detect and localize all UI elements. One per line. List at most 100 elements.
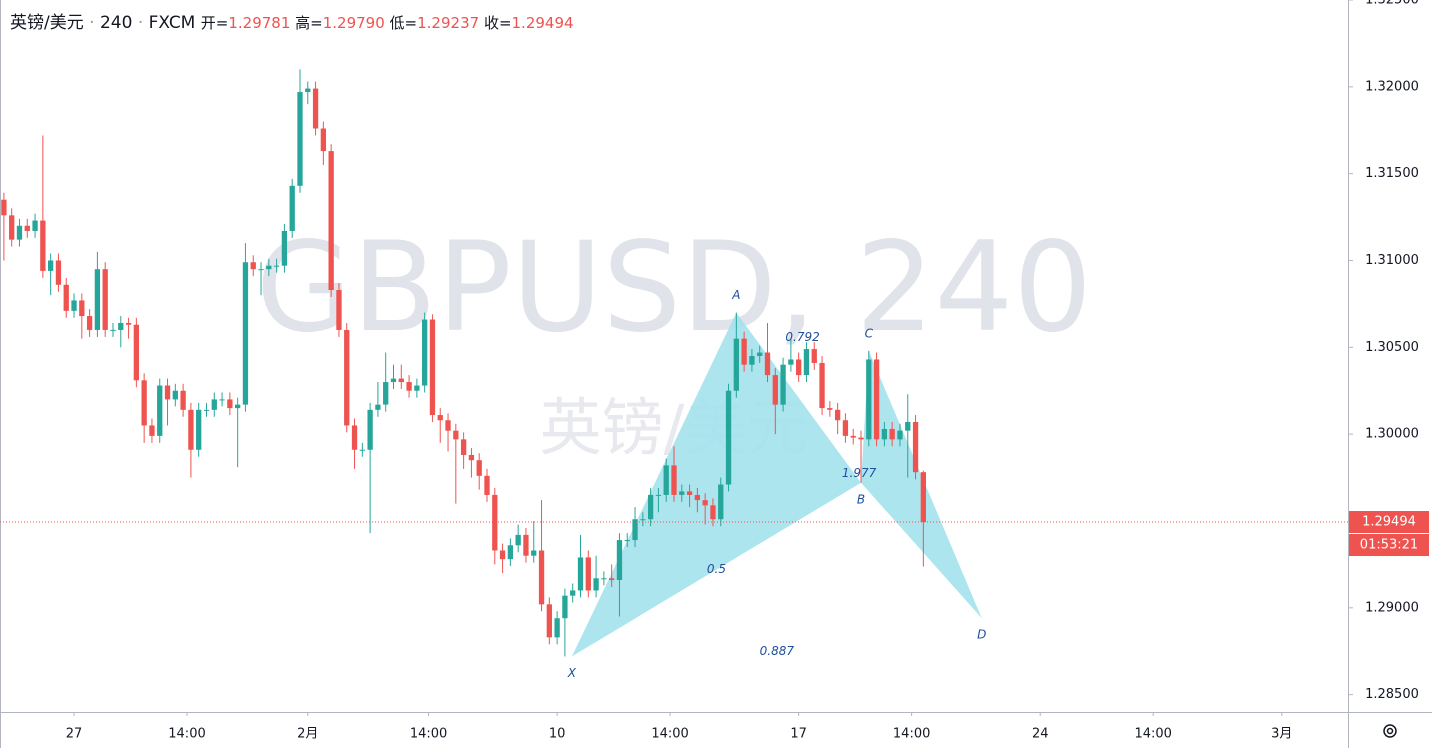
- y-tick-label: 1.32500: [1365, 0, 1419, 8]
- interval: 240: [99, 13, 133, 33]
- ohlc-value: 1.29237: [417, 14, 480, 32]
- candle-body: [164, 385, 171, 400]
- candle-body: [102, 269, 108, 330]
- candle-body: [655, 494, 662, 496]
- candle-body: [811, 349, 817, 363]
- candle-body: [188, 409, 194, 450]
- candle-body: [694, 494, 701, 501]
- candle-body: [764, 352, 771, 376]
- candle-body: [593, 578, 599, 591]
- y-tick-label: 1.30500: [1365, 340, 1419, 355]
- candle-body: [437, 415, 443, 421]
- candle-body: [367, 409, 373, 450]
- candle-body: [710, 505, 716, 520]
- candle-body: [32, 220, 38, 231]
- candle-body: [570, 590, 576, 596]
- candle-body: [312, 88, 319, 129]
- candle-body: [305, 88, 311, 93]
- ohlc-label: 开=: [200, 14, 229, 32]
- settings-icon[interactable]: [1383, 724, 1397, 738]
- candle-body: [850, 435, 856, 438]
- candle-body: [71, 300, 77, 311]
- candle-body: [110, 329, 116, 331]
- candle-body: [468, 454, 475, 461]
- candle-body: [912, 421, 919, 473]
- candle-body: [118, 323, 124, 330]
- candle-body: [320, 128, 327, 152]
- candle-body: [133, 324, 140, 381]
- candle-body: [390, 378, 397, 383]
- candle-body: [515, 534, 521, 546]
- pattern-label: A: [731, 288, 740, 302]
- candle-body: [235, 404, 241, 409]
- candle-body: [499, 550, 506, 560]
- candle-body: [803, 349, 810, 376]
- y-tick-label: 1.31000: [1365, 253, 1419, 268]
- candle-body: [546, 604, 552, 638]
- y-tick-label: 1.28500: [1365, 687, 1419, 702]
- candle-body: [273, 265, 280, 267]
- candle-body: [702, 500, 708, 506]
- candle-body: [624, 540, 630, 542]
- candle-body: [780, 364, 786, 405]
- candle-body: [250, 262, 256, 270]
- candle-body: [647, 494, 654, 520]
- candle-body: [788, 359, 794, 365]
- candle-body: [266, 265, 272, 270]
- candle-body: [16, 225, 23, 240]
- x-tick-label: 3月: [1271, 727, 1292, 742]
- candle-body: [1, 199, 7, 216]
- candle-body: [858, 437, 864, 440]
- candle-body: [733, 338, 739, 391]
- candle-body: [227, 399, 233, 409]
- pattern-label: C: [865, 326, 874, 340]
- pattern-label: 0.792: [785, 330, 819, 344]
- candle-body: [842, 420, 849, 436]
- ohlc-value: 1.29781: [228, 14, 291, 32]
- candle-body: [616, 540, 623, 581]
- candle-body: [881, 428, 888, 440]
- candle-body: [725, 390, 732, 485]
- y-tick-label: 1.31500: [1365, 166, 1419, 181]
- gear-hub: [1386, 727, 1394, 735]
- candle-body: [866, 359, 872, 440]
- candle-body: [344, 329, 350, 426]
- candle-body: [492, 494, 498, 551]
- candle-body: [460, 439, 467, 455]
- candle-body: [406, 382, 412, 391]
- y-tick-label: 1.32000: [1365, 79, 1419, 94]
- x-tick-label: 24: [1032, 727, 1049, 742]
- ohlc-label: 收=: [483, 14, 512, 32]
- candle-body: [55, 260, 62, 285]
- candle-body: [834, 409, 841, 421]
- candle-body: [219, 399, 225, 401]
- candle-body: [609, 578, 615, 581]
- pattern-label: 0.5: [707, 562, 726, 576]
- candle-body: [172, 390, 178, 400]
- candle-body: [47, 260, 54, 271]
- ohlc-label: 高=: [295, 14, 323, 32]
- candle-body: [538, 550, 545, 605]
- candle-body: [398, 378, 404, 383]
- candle-body: [507, 545, 514, 560]
- candle-body: [141, 380, 147, 426]
- candle-body: [86, 316, 93, 330]
- candle-body: [523, 534, 529, 556]
- candle-body: [125, 323, 132, 325]
- last-price-label: 1.29494: [1362, 515, 1416, 530]
- pattern-label: B: [857, 492, 865, 506]
- candle-body: [9, 215, 15, 240]
- gear: [1383, 724, 1397, 738]
- candle-body: [281, 230, 288, 266]
- candle-body: [211, 399, 217, 410]
- exchange: FXCM: [148, 13, 196, 33]
- candle-body: [757, 352, 763, 356]
- x-tick-label: 17: [790, 727, 807, 742]
- candle-body: [749, 356, 755, 365]
- candle-body: [601, 578, 607, 580]
- pattern-label: 0.887: [760, 644, 795, 658]
- candle-body: [94, 269, 101, 330]
- candle-body: [180, 390, 186, 410]
